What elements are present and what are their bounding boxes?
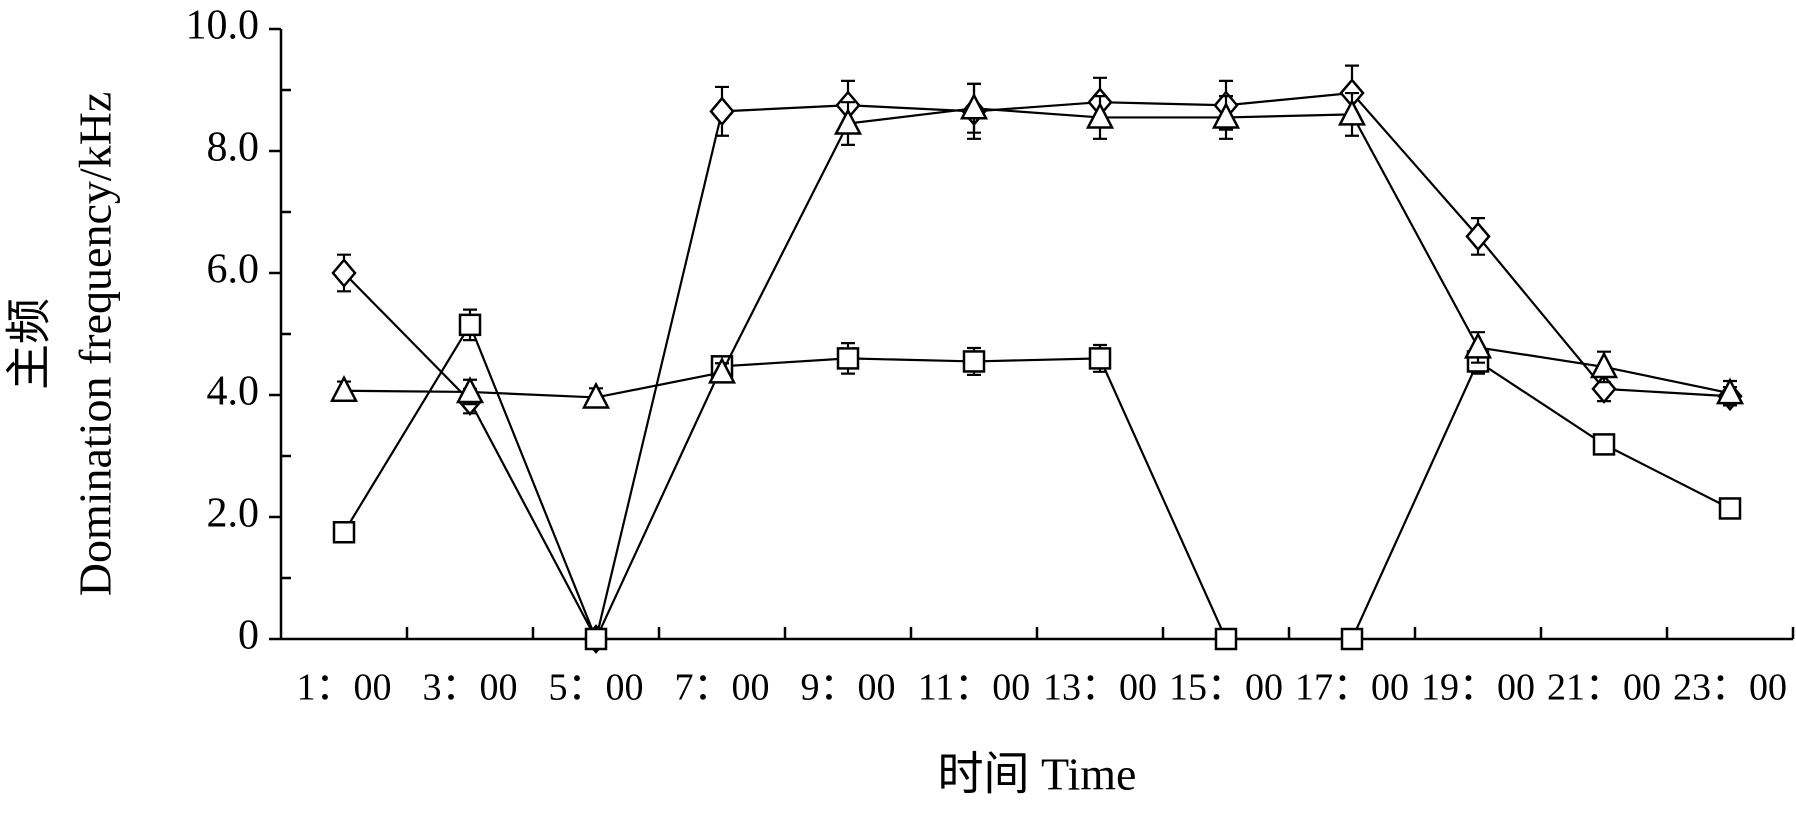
marker [1715,377,1745,405]
marker [332,521,356,544]
x-tick-label: 23：00 [1673,667,1787,709]
marker [1463,331,1493,359]
series-line [343,91,1731,643]
x-tick-label: 7：00 [674,667,769,709]
series-line [343,107,1731,399]
marker [331,258,357,288]
marker [1592,433,1616,456]
marker [833,107,863,135]
marker [458,313,482,337]
x-tick-label: 5：00 [548,667,643,709]
marker [962,350,986,373]
marker [836,347,860,370]
marker [584,627,608,651]
x-tick-label: 1：00 [296,667,391,709]
y-tick-label: 6.0 [207,247,260,293]
marker [581,381,611,409]
marker [1589,351,1619,379]
x-tick-label: 9：00 [800,667,895,709]
series-line [343,322,1731,642]
x-tick-label: 15：00 [1169,667,1283,709]
x-axis-label: 时间 Time [938,749,1137,800]
marker [1211,101,1241,129]
x-tick-label: 21：00 [1547,667,1661,709]
marker [1214,627,1238,651]
marker [1465,221,1491,252]
y-tick-label: 4.0 [207,369,260,415]
y-tick-label: 0 [238,613,259,659]
y-tick-label: 2.0 [207,491,260,537]
marker [1088,347,1112,370]
x-tick-label: 13：00 [1043,667,1157,709]
marker [707,356,737,384]
x-tick-label: 17：00 [1295,667,1409,709]
marker [709,96,735,127]
marker [329,375,359,402]
marker [1337,98,1367,126]
marker [959,92,989,120]
marker [1718,497,1742,520]
x-tick-label: 19：00 [1421,667,1535,709]
x-tick-label: 3：00 [422,667,517,709]
y-tick-label: 10.0 [186,3,260,49]
marker [455,376,485,404]
y-tick-label: 8.0 [207,125,260,171]
marker [1085,101,1115,129]
x-tick-label: 11：00 [918,667,1031,709]
y-axis-label: Domination frequency/kHz [70,92,121,597]
marker [1340,627,1364,651]
y-axis-label: 主频 [4,298,55,390]
